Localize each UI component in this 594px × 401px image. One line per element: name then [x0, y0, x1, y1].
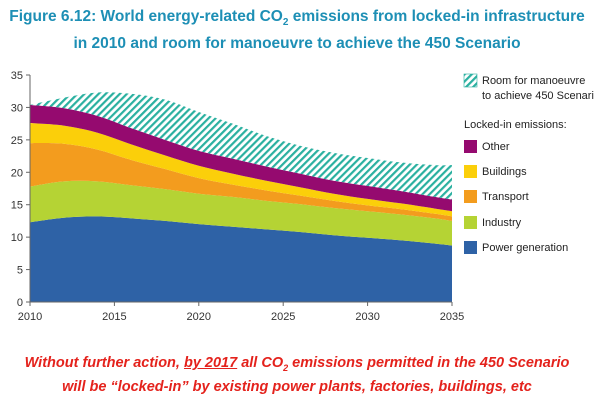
legend-swatch-buildings — [464, 165, 477, 178]
area-transport — [30, 143, 452, 221]
area-industry — [30, 180, 452, 246]
x-tick-label-2025: 2025 — [271, 311, 295, 323]
y-tick-label-10: 10 — [11, 232, 23, 244]
legend-label-room-line2: to achieve 450 Scenario — [482, 90, 594, 102]
legend-swatch-room — [463, 73, 478, 88]
stacked-areas — [30, 92, 452, 302]
area-buildings — [30, 122, 452, 217]
x-tick-label-2010: 2010 — [18, 311, 42, 323]
caption-line2: will be “locked-in” by existing power pl… — [62, 378, 532, 395]
legend-swatch-industry — [464, 216, 477, 229]
caption-co2-subscript: 2 — [283, 362, 289, 373]
y-tick-label-15: 15 — [11, 200, 23, 212]
area-power — [30, 216, 452, 302]
caption: Without further action, by 2017 all CO2 … — [0, 354, 594, 397]
caption-part1: Without further action, — [24, 355, 184, 371]
y-tick-label-20: 20 — [11, 167, 23, 179]
title-co2-subscript: 2 — [282, 17, 289, 29]
figure-title: Figure 6.12: World energy-related CO2 em… — [0, 6, 594, 54]
legend-label-room-line1: Room for manoeuvre — [482, 75, 585, 87]
y-tick-label-35: 35 — [11, 70, 23, 82]
x-tick-label-2035: 2035 — [440, 311, 464, 323]
title-line1-post: emissions from locked-in infrastructure — [288, 8, 585, 25]
legend-swatch-power — [464, 241, 477, 254]
legend-swatch-transport — [464, 190, 477, 203]
legend-swatch-other — [464, 140, 477, 153]
caption-year-highlight: by 2017 — [183, 355, 238, 371]
area-room — [30, 92, 452, 200]
legend: Room for manoeuvre to achieve 450 Scenari… — [463, 73, 594, 254]
x-tick-label-2015: 2015 — [102, 311, 126, 323]
title-line2: in 2010 and room for manoeuvre to achiev… — [73, 35, 521, 53]
y-tick-label-5: 5 — [17, 265, 23, 277]
legend-label-other: Other — [482, 141, 510, 153]
legend-label-transport: Transport — [482, 191, 529, 203]
legend-label-industry: Industry — [482, 217, 522, 229]
x-tick-label-2030: 2030 — [355, 311, 379, 323]
caption-part4: emissions permitted in the 450 Scenario — [288, 355, 570, 371]
y-tick-label-0: 0 — [17, 297, 23, 309]
legend-label-buildings: Buildings — [482, 166, 527, 178]
x-tick-label-2020: 2020 — [187, 311, 211, 323]
y-tick-label-25: 25 — [11, 135, 23, 147]
legend-locked-header: Locked-in emissions: — [464, 119, 567, 131]
y-tick-label-30: 30 — [11, 102, 23, 114]
caption-part3: all CO — [237, 355, 284, 371]
title-line1-pre: Figure 6.12: World energy-related CO — [9, 8, 283, 25]
legend-label-power: Power generation — [482, 242, 568, 254]
area-other — [30, 104, 452, 212]
